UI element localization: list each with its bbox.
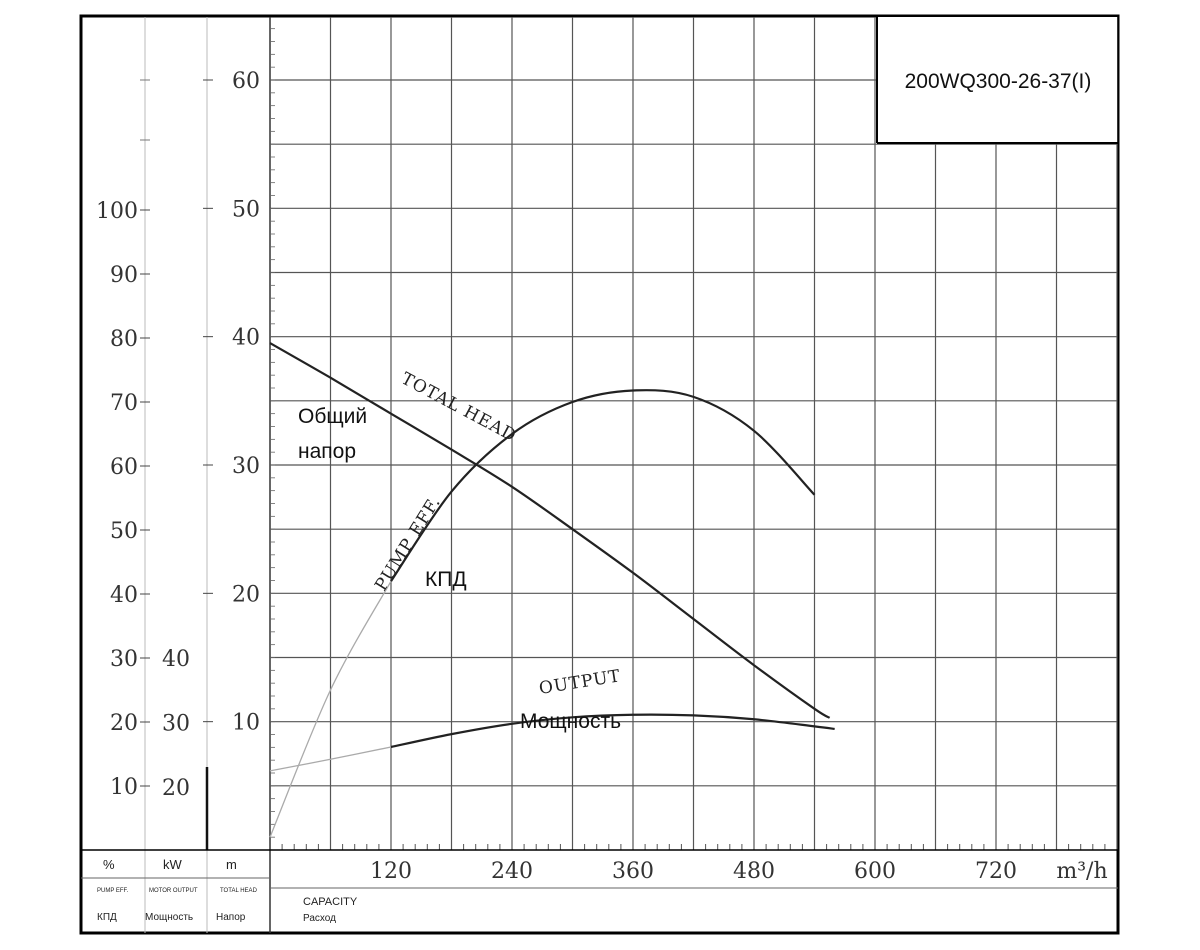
chart-title: 200WQ300-26-37(I) xyxy=(905,70,1092,93)
footer-col2-caption: MOTOR OUTPUT xyxy=(149,888,198,894)
head-tick-label: 40 xyxy=(232,326,260,351)
efficiency-tick-label: 20 xyxy=(110,711,138,736)
efficiency-tick-label: 10 xyxy=(110,775,138,800)
pump-efficiency-curve-faint xyxy=(269,580,392,838)
output-power-curve xyxy=(390,713,835,749)
footer-col1-unit: % xyxy=(103,857,115,872)
total-head-curve xyxy=(269,342,831,719)
series-layer xyxy=(269,342,835,838)
efficiency-tick-label: 50 xyxy=(110,519,138,544)
footer-col1-caption-ru: КПД xyxy=(97,912,117,923)
title-box: 200WQ300-26-37(I) xyxy=(876,16,1118,144)
x-tick-label: 240 xyxy=(491,859,533,884)
footer: % PUMP EFF. КПД kW MOTOR OUTPUT Мощность… xyxy=(81,849,1118,924)
x-tick-label: 720 xyxy=(975,859,1017,884)
eff-ru-label: КПД xyxy=(425,568,467,591)
x-tick-label: 600 xyxy=(854,859,896,884)
head-tick-label: 30 xyxy=(232,454,260,479)
power-tick-label: 40 xyxy=(162,647,190,672)
efficiency-tick-label: 40 xyxy=(110,583,138,608)
footer-col2-unit: kW xyxy=(163,857,183,872)
head-ru-label-line2: напор xyxy=(298,440,356,463)
head-tick-label: 20 xyxy=(232,582,260,607)
efficiency-tick-label: 60 xyxy=(110,455,138,480)
x-tick-label: 120 xyxy=(370,859,412,884)
head-ru-label-line1: Общий xyxy=(298,405,367,428)
efficiency-tick-label: 80 xyxy=(110,327,138,352)
pump-efficiency-curve xyxy=(390,389,816,582)
output-power-curve-faint xyxy=(269,746,392,772)
output-ru-label: Мощность xyxy=(520,710,621,733)
footer-col3-caption-ru: Напор xyxy=(216,912,246,923)
x-tick-label: 360 xyxy=(612,859,654,884)
efficiency-tick-label: 70 xyxy=(110,391,138,416)
footer-col2-caption-ru: Мощность xyxy=(145,912,193,923)
grid xyxy=(269,17,1118,850)
power-tick-label: 20 xyxy=(162,776,190,801)
left-axes: 10 20 30 40 50 60 70 80 90 100 20 30 40 10 20 30 40 50 60 xyxy=(96,17,275,933)
footer-col3-caption: TOTAL HEAD xyxy=(220,888,258,894)
footer-capacity-caption: CAPACITY xyxy=(303,896,358,908)
efficiency-tick-label: 30 xyxy=(110,647,138,672)
efficiency-tick-label: 100 xyxy=(96,199,138,224)
footer-col1-caption: PUMP EFF. xyxy=(97,888,129,894)
head-tick-label: 50 xyxy=(232,197,260,222)
x-unit-label: m³/h xyxy=(1056,859,1107,884)
head-tick-label: 60 xyxy=(232,69,260,94)
power-tick-label: 30 xyxy=(162,712,190,737)
head-tick-label: 10 xyxy=(232,711,260,736)
title-box-fill xyxy=(878,17,1117,142)
footer-capacity-caption-ru: Расход xyxy=(303,913,336,924)
x-axis-ticks: 120 240 360 480 600 720 m³/h xyxy=(370,859,1108,884)
footer-col3-unit: m xyxy=(226,857,237,872)
efficiency-tick-label: 90 xyxy=(110,263,138,288)
chart-frame xyxy=(79,14,1120,935)
x-tick-label: 480 xyxy=(733,859,775,884)
